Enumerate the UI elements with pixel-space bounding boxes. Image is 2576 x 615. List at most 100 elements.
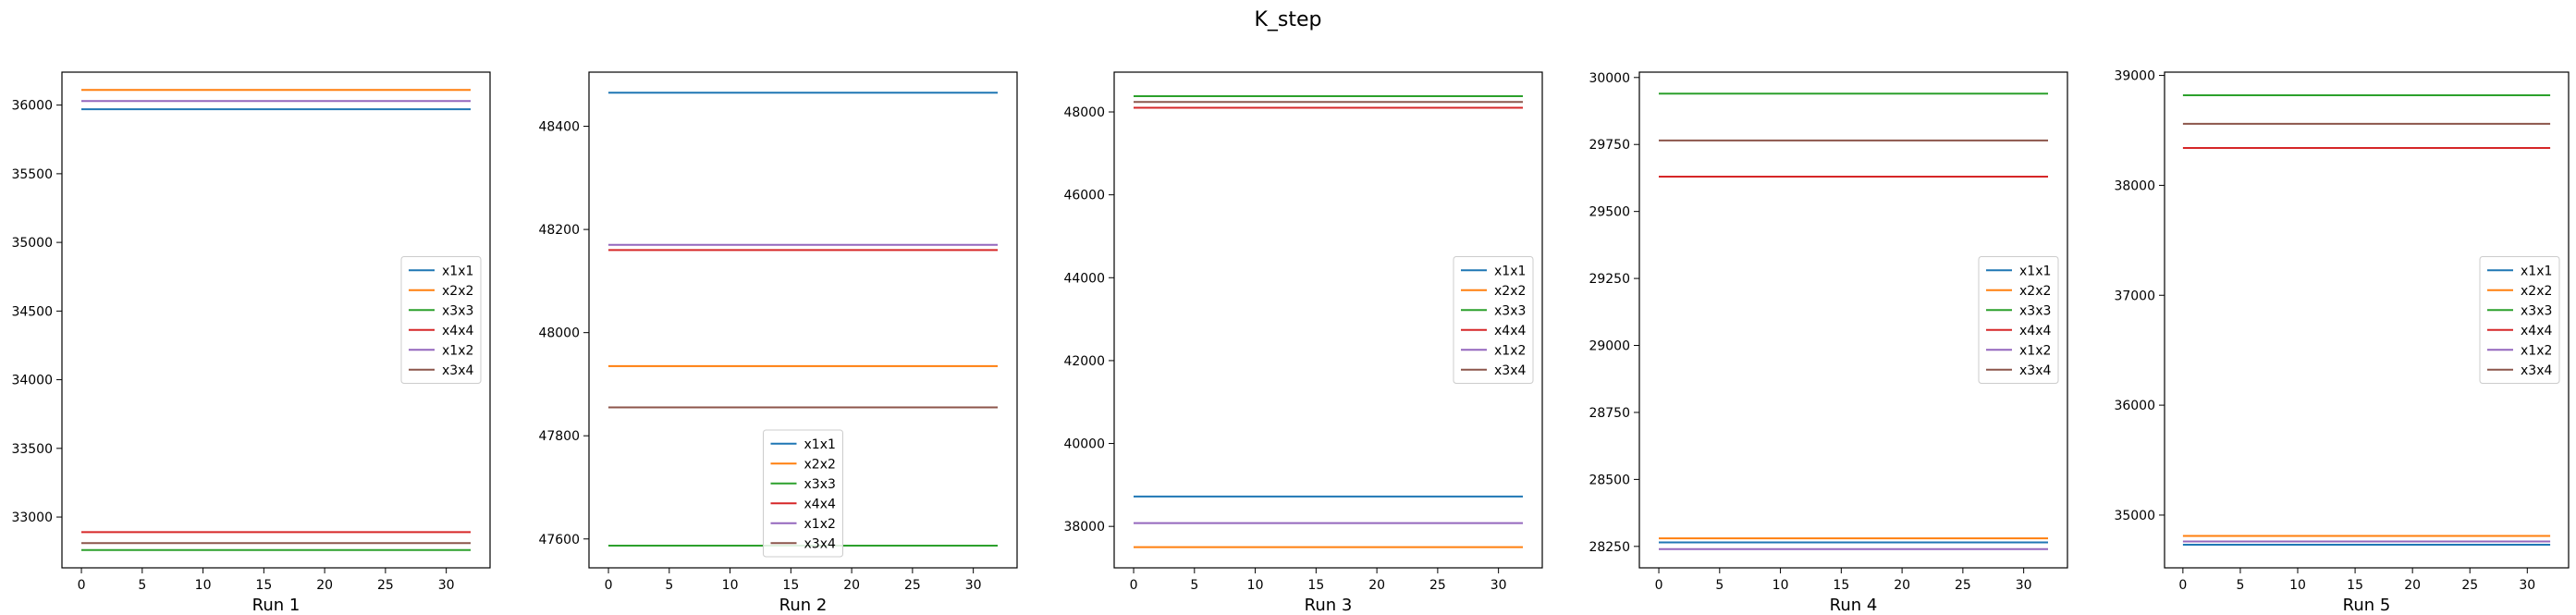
legend-label-x1x1: x1x1 xyxy=(442,264,473,278)
legend-label-x2x2: x2x2 xyxy=(804,457,836,472)
x-tick-label: 30 xyxy=(965,578,982,593)
legend-label-x4x4: x4x4 xyxy=(442,324,473,338)
y-tick-label: 35000 xyxy=(2114,509,2155,523)
y-tick-label: 29250 xyxy=(1589,272,1630,287)
x-tick-label: 15 xyxy=(255,578,272,593)
axes-frame xyxy=(1638,71,2068,569)
axes-frame xyxy=(2164,71,2570,569)
legend-label-x2x2: x2x2 xyxy=(2521,284,2552,299)
subplot-3: 0 5 10 15 20 25 30 38000 40000 42000 44000 46000 480… xyxy=(1063,71,1543,615)
y-tick-label: 38000 xyxy=(2114,178,2155,193)
x-tick-label: 20 xyxy=(1894,578,1910,593)
legend-label-x3x3: x3x3 xyxy=(804,477,836,492)
x-tick-label: 5 xyxy=(1190,578,1198,593)
x-tick-label: 30 xyxy=(438,578,455,593)
legend-box xyxy=(1453,256,1534,384)
y-tick-label: 35500 xyxy=(11,167,53,182)
x-tick-label: 0 xyxy=(2178,578,2187,593)
x-tick-label: 10 xyxy=(722,578,739,593)
x-tick-label: 0 xyxy=(1130,578,1138,593)
y-tick-label: 36000 xyxy=(2114,399,2155,413)
legend-label-x3x4: x3x4 xyxy=(2521,363,2552,378)
y-tick-label: 48400 xyxy=(538,120,580,135)
x-tick-label: 20 xyxy=(316,578,333,593)
legend: x1x1 x2x2 x3x3 x4x4 x1x2 x3x4 xyxy=(1453,256,1534,384)
figure-title: K_step xyxy=(1254,8,1321,31)
y-tick-label: 47600 xyxy=(538,533,580,547)
legend-label-x1x1: x1x1 xyxy=(2521,264,2552,278)
x-axis-label: Run 5 xyxy=(2343,596,2391,615)
legend-label-x2x2: x2x2 xyxy=(1494,284,1526,299)
y-tick-label: 48200 xyxy=(538,223,580,238)
legend-label-x1x2: x1x2 xyxy=(442,343,473,358)
x-tick-label: 15 xyxy=(2347,578,2363,593)
x-tick-label: 25 xyxy=(1429,578,1446,593)
x-tick-label: 5 xyxy=(665,578,673,593)
legend-label-x1x2: x1x2 xyxy=(2019,343,2051,358)
y-tick-label: 29000 xyxy=(1589,339,1630,354)
legend-box xyxy=(2479,256,2560,384)
y-tick-label: 37000 xyxy=(2114,289,2155,303)
legend-box xyxy=(763,429,843,558)
x-tick-label: 5 xyxy=(138,578,146,593)
legend: x1x1 x2x2 x3x3 x4x4 x1x2 x3x4 xyxy=(400,256,482,384)
y-tick-label: 33500 xyxy=(11,442,53,457)
y-tick-label: 28250 xyxy=(1589,540,1630,555)
x-tick-label: 10 xyxy=(195,578,212,593)
x-axis-label: Run 4 xyxy=(1830,596,1878,615)
x-tick-label: 5 xyxy=(2236,578,2244,593)
y-tick-label: 39000 xyxy=(2114,69,2155,84)
legend-label-x3x4: x3x4 xyxy=(804,536,836,551)
x-tick-label: 10 xyxy=(2289,578,2306,593)
y-tick-label: 40000 xyxy=(1063,437,1105,452)
x-tick-label: 0 xyxy=(1655,578,1663,593)
legend: x1x1 x2x2 x3x3 x4x4 x1x2 x3x4 xyxy=(2479,256,2560,384)
axes-frame xyxy=(588,71,1018,569)
legend-label-x3x3: x3x3 xyxy=(1494,303,1526,318)
legend: x1x1 x2x2 x3x3 x4x4 x1x2 x3x4 xyxy=(763,429,843,558)
x-tick-label: 10 xyxy=(1247,578,1264,593)
y-tick-label: 36000 xyxy=(11,99,53,114)
x-axis-label: Run 1 xyxy=(252,596,301,615)
legend-label-x2x2: x2x2 xyxy=(2019,284,2051,299)
legend-label-x3x3: x3x3 xyxy=(2019,303,2051,318)
legend-label-x3x3: x3x3 xyxy=(2521,303,2552,318)
legend-label-x4x4: x4x4 xyxy=(804,497,836,511)
legend-box xyxy=(1978,256,2059,384)
legend: x1x1 x2x2 x3x3 x4x4 x1x2 x3x4 xyxy=(1978,256,2059,384)
x-tick-label: 25 xyxy=(1955,578,1971,593)
x-tick-label: 15 xyxy=(782,578,799,593)
legend-label-x1x2: x1x2 xyxy=(804,517,836,532)
legend-label-x3x3: x3x3 xyxy=(442,303,473,318)
y-tick-label: 29500 xyxy=(1589,205,1630,220)
y-tick-label: 28500 xyxy=(1589,473,1630,487)
legend-label-x3x4: x3x4 xyxy=(1494,363,1526,378)
x-tick-label: 0 xyxy=(78,578,86,593)
x-tick-label: 25 xyxy=(904,578,921,593)
x-tick-label: 25 xyxy=(377,578,394,593)
y-tick-label: 30000 xyxy=(1589,71,1630,86)
y-tick-label: 46000 xyxy=(1063,189,1105,203)
y-tick-label: 48000 xyxy=(538,326,580,341)
y-tick-label: 47800 xyxy=(538,429,580,444)
legend-label-x4x4: x4x4 xyxy=(2521,324,2552,338)
y-tick-label: 33000 xyxy=(11,510,53,525)
legend-label-x3x4: x3x4 xyxy=(442,363,473,378)
x-tick-label: 15 xyxy=(1307,578,1324,593)
subplot-5: 0 5 10 15 20 25 30 35000 36000 37000 38000 39000 Run… xyxy=(2114,69,2570,615)
legend-label-x4x4: x4x4 xyxy=(1494,324,1526,338)
x-tick-label: 30 xyxy=(1490,578,1507,593)
y-tick-label: 34500 xyxy=(11,304,53,319)
x-tick-label: 25 xyxy=(2461,578,2478,593)
x-tick-label: 10 xyxy=(1773,578,1789,593)
y-tick-label: 44000 xyxy=(1063,271,1105,286)
x-tick-label: 30 xyxy=(2016,578,2032,593)
x-tick-label: 20 xyxy=(843,578,860,593)
x-axis-label: Run 3 xyxy=(1305,596,1353,615)
x-tick-label: 20 xyxy=(1368,578,1385,593)
x-tick-label: 30 xyxy=(2519,578,2535,593)
subplot-2: 0 5 10 15 20 25 30 47600 47800 48000 48200 48400 Run… xyxy=(538,71,1018,615)
subplots: 0 5 10 15 20 25 30 33000 33500 34000 34500 35000 355… xyxy=(11,69,2570,615)
y-tick-label: 38000 xyxy=(1063,520,1105,535)
